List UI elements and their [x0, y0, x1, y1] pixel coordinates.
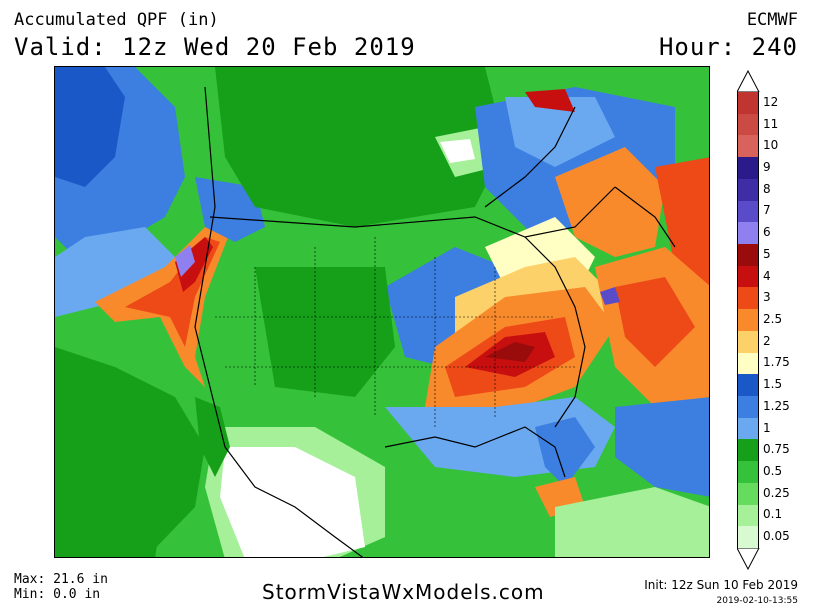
- pacific-blue-dark: [55, 67, 125, 187]
- legend-label: 12: [763, 94, 779, 109]
- legend-swatch: [737, 113, 759, 136]
- legend-label: 1: [763, 420, 771, 435]
- legend-label: 9: [763, 160, 771, 174]
- generation-stamp: 2019-02-10-13:55: [716, 596, 799, 606]
- legend-label: 1.25: [763, 398, 790, 413]
- legend-swatch: [737, 417, 759, 440]
- min-value: Min: 0.0 in: [14, 587, 101, 602]
- legend-label: 2: [763, 333, 771, 348]
- forecast-hour: Hour: 240: [658, 33, 798, 61]
- legend-swatch: [737, 222, 759, 244]
- legend-swatch: [737, 92, 759, 114]
- state-borders: [215, 237, 575, 427]
- legend-top-arrow: [737, 70, 760, 92]
- atlantic-south-blue: [615, 397, 709, 497]
- legend-label: 0.25: [763, 485, 790, 500]
- legend-swatch: [737, 157, 759, 179]
- valid-time: Valid: 12z Wed 20 Feb 2019: [14, 33, 416, 61]
- map-canvas: [55, 67, 709, 557]
- legend-swatch: [737, 396, 759, 418]
- color-legend: 12 11 10 9 8 7 6 5 4 3 2.5 2 1.75 1.5 1.25 1 0.75 0.5 0.25…: [737, 70, 797, 570]
- legend-label: 0.05: [763, 529, 790, 544]
- legend-swatch: [737, 244, 759, 266]
- legend-label: 0.5: [763, 464, 783, 478]
- atlantic-red-east: [655, 157, 709, 286]
- legend-swatch: [737, 265, 759, 288]
- labrador-red: [525, 89, 575, 112]
- mexico-dry: [220, 447, 365, 557]
- legend-swatch: [737, 482, 759, 505]
- legend-label: 6: [763, 225, 771, 240]
- legend-label: 0.1: [763, 507, 783, 522]
- hudson-white: [440, 139, 475, 163]
- init-time: Init: 12z Sun 10 Feb 2019: [644, 578, 798, 592]
- west-coast-plume-core: [175, 237, 213, 292]
- stats-block: Max: 21.6 in Min: 0.0 in: [14, 572, 108, 602]
- legend-swatch: [737, 287, 759, 310]
- legend-swatch: [737, 178, 759, 201]
- max-value: Max: 21.6 in: [14, 572, 108, 587]
- florida-blue: [535, 417, 595, 487]
- baja-green: [195, 397, 230, 477]
- legend-swatch: [737, 135, 759, 158]
- atlantic-offshore-red: [615, 277, 695, 367]
- sierra-lavender: [175, 245, 195, 277]
- legend-label: 8: [763, 181, 771, 196]
- legend-swatch: [737, 374, 759, 396]
- pacific-green-sw: [55, 427, 165, 557]
- atlantic-canada-orange: [555, 147, 665, 257]
- legend-swatch: [737, 504, 759, 527]
- legend-label: 7: [763, 203, 771, 218]
- legend-bottom-arrow: [737, 548, 760, 570]
- site-url: StormVistaWxModels.com: [262, 580, 545, 604]
- legend-swatch: [737, 461, 759, 483]
- legend-label: 5: [763, 246, 771, 261]
- coastlines: [194, 86, 676, 557]
- legend-swatch: [737, 200, 759, 223]
- legend-swatch: [737, 526, 759, 548]
- legend-label: 11: [763, 116, 779, 131]
- legend-label: 0.75: [763, 442, 790, 457]
- precipitation-map: [54, 66, 710, 558]
- legend-swatch: [737, 330, 759, 353]
- legend-label: 3: [763, 290, 771, 305]
- great-plains-green-dark: [255, 267, 395, 397]
- canada-dark-green: [215, 67, 505, 227]
- legend-label: 10: [763, 138, 779, 153]
- tn-valley-maroon: [485, 342, 535, 362]
- legend-label: 4: [763, 268, 771, 283]
- model-name: ECMWF: [746, 10, 798, 30]
- legend-swatch: [737, 439, 759, 462]
- chart-title: Accumulated QPF (in): [14, 10, 219, 30]
- atlantic-purple-spot: [600, 287, 620, 305]
- quebec-light-blue: [505, 97, 615, 167]
- legend-swatch: [737, 309, 759, 331]
- legend-label: 1.75: [763, 355, 790, 370]
- legend-label: 1.5: [763, 377, 783, 392]
- legend-label: 2.5: [763, 312, 783, 326]
- caribbean-light-green: [555, 487, 709, 557]
- legend-swatch: [737, 352, 759, 375]
